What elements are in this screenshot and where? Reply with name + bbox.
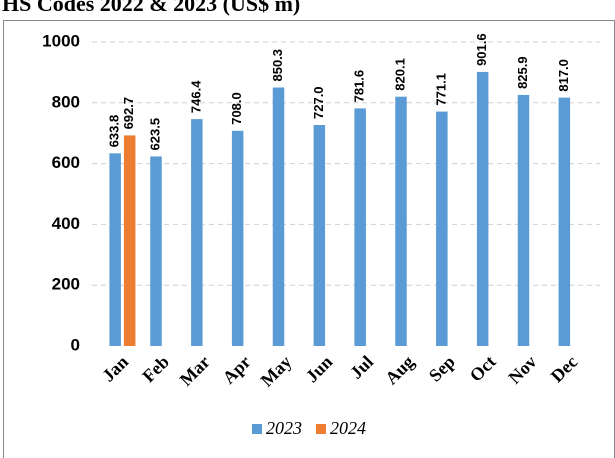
value-label: 901.6 xyxy=(474,33,489,66)
y-tick-label: 0 xyxy=(71,335,80,354)
y-tick-label: 400 xyxy=(52,214,80,233)
legend-swatch xyxy=(316,424,326,434)
value-label: 708.0 xyxy=(229,92,244,125)
x-tick-label: Mar xyxy=(176,352,214,390)
value-label: 850.3 xyxy=(270,49,285,82)
bar xyxy=(191,119,203,347)
value-label: 771.1 xyxy=(433,73,448,106)
value-label: 633.8 xyxy=(107,115,122,148)
value-label: 817.0 xyxy=(556,59,571,92)
value-label: 825.9 xyxy=(515,56,530,89)
x-tick-label: Feb xyxy=(138,352,173,387)
x-tick-label: Aug xyxy=(381,352,418,389)
bar xyxy=(436,111,448,346)
x-tick-label: Jul xyxy=(346,352,377,383)
y-tick-label: 600 xyxy=(52,153,80,172)
x-tick-label: Apr xyxy=(219,352,255,388)
x-tick-label: Sep xyxy=(425,352,459,386)
x-tick-label: Jan xyxy=(98,352,132,386)
value-label: 781.6 xyxy=(352,70,367,103)
y-tick-label: 200 xyxy=(52,275,80,294)
x-tick-label: May xyxy=(257,352,296,391)
x-tick-label: Jun xyxy=(302,352,337,387)
bar xyxy=(109,153,121,346)
bar xyxy=(476,71,489,346)
bar xyxy=(272,87,285,347)
value-label: 623.5 xyxy=(147,118,162,151)
x-tick-label: Oct xyxy=(466,352,500,386)
x-tick-label: Nov xyxy=(504,352,540,388)
bar xyxy=(354,108,366,346)
bar xyxy=(558,97,571,346)
y-tick-label: 800 xyxy=(52,92,80,111)
value-label: 692.7 xyxy=(121,97,136,130)
y-tick-label: 1000 xyxy=(42,31,80,50)
value-label: 820.1 xyxy=(392,58,407,91)
bar xyxy=(517,94,530,347)
bar xyxy=(395,96,407,346)
value-label: 727.0 xyxy=(311,86,326,119)
bar xyxy=(123,135,136,346)
x-tick-label: Dec xyxy=(547,352,582,387)
legend-label: 2024 xyxy=(330,418,366,438)
bar xyxy=(150,156,162,346)
chart-title: HS Codes 2022 & 2023 (US$ m) xyxy=(2,0,300,16)
legend-swatch xyxy=(252,424,262,434)
legend-label: 2023 xyxy=(266,418,302,438)
value-label: 746.4 xyxy=(188,80,203,113)
bar xyxy=(313,124,326,346)
bar xyxy=(231,130,244,346)
